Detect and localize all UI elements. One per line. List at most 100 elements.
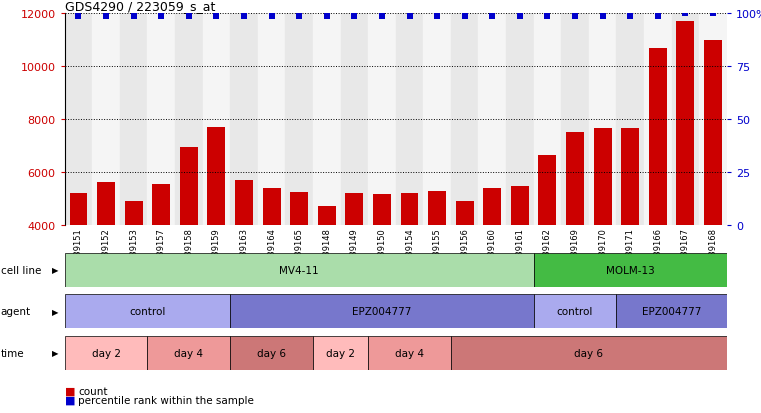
Bar bbox=[120, 14, 148, 225]
Text: EPZ004777: EPZ004777 bbox=[642, 306, 702, 316]
Bar bbox=[506, 14, 533, 225]
Bar bbox=[208, 128, 225, 330]
Text: ■: ■ bbox=[65, 386, 75, 396]
Bar bbox=[148, 14, 175, 225]
Text: day 6: day 6 bbox=[575, 348, 603, 358]
Point bbox=[486, 13, 498, 20]
Point bbox=[376, 13, 388, 20]
Bar bbox=[235, 180, 253, 330]
Point bbox=[293, 13, 305, 20]
Point bbox=[183, 13, 195, 20]
Text: day 4: day 4 bbox=[395, 348, 424, 358]
Bar bbox=[230, 14, 258, 225]
Text: control: control bbox=[557, 306, 594, 316]
Bar bbox=[451, 336, 727, 370]
Text: time: time bbox=[1, 348, 24, 358]
Bar bbox=[616, 14, 644, 225]
Bar bbox=[561, 14, 589, 225]
Bar bbox=[318, 206, 336, 330]
Point bbox=[597, 13, 609, 20]
Text: MV4-11: MV4-11 bbox=[279, 265, 319, 275]
Text: day 2: day 2 bbox=[326, 348, 355, 358]
Text: day 2: day 2 bbox=[91, 348, 120, 358]
Bar bbox=[341, 14, 368, 225]
Bar bbox=[69, 193, 88, 330]
Bar bbox=[699, 14, 727, 225]
Point bbox=[155, 13, 167, 20]
Text: GDS4290 / 223059_s_at: GDS4290 / 223059_s_at bbox=[65, 0, 215, 13]
Bar bbox=[428, 191, 446, 330]
Bar bbox=[345, 193, 363, 330]
Point bbox=[238, 13, 250, 20]
Text: day 4: day 4 bbox=[174, 348, 203, 358]
Bar bbox=[566, 133, 584, 330]
Bar bbox=[456, 202, 473, 330]
Bar bbox=[65, 14, 92, 225]
Bar bbox=[368, 14, 396, 225]
Bar bbox=[313, 336, 368, 370]
Bar bbox=[511, 186, 529, 330]
Bar bbox=[202, 14, 230, 225]
Point bbox=[128, 13, 140, 20]
Point bbox=[569, 13, 581, 20]
Bar bbox=[65, 253, 533, 287]
Text: percentile rank within the sample: percentile rank within the sample bbox=[78, 395, 254, 405]
Text: count: count bbox=[78, 386, 108, 396]
Point bbox=[403, 13, 416, 20]
Point bbox=[514, 13, 526, 20]
Bar bbox=[285, 14, 313, 225]
Point bbox=[624, 13, 636, 20]
Text: ▶: ▶ bbox=[53, 307, 59, 316]
Text: agent: agent bbox=[1, 306, 31, 316]
Point bbox=[320, 13, 333, 20]
Bar bbox=[373, 195, 391, 330]
Bar bbox=[258, 14, 285, 225]
Bar bbox=[451, 14, 479, 225]
Bar bbox=[533, 253, 727, 287]
Bar bbox=[400, 193, 419, 330]
Bar bbox=[396, 14, 423, 225]
Bar bbox=[290, 192, 308, 330]
Bar bbox=[368, 336, 451, 370]
Point bbox=[707, 11, 719, 18]
Bar bbox=[616, 294, 727, 328]
Bar bbox=[92, 14, 120, 225]
Text: EPZ004777: EPZ004777 bbox=[352, 306, 412, 316]
Bar bbox=[152, 184, 170, 330]
Bar bbox=[125, 202, 142, 330]
Bar bbox=[644, 14, 671, 225]
Text: MOLM-13: MOLM-13 bbox=[606, 265, 654, 275]
Bar bbox=[671, 14, 699, 225]
Bar bbox=[148, 336, 230, 370]
Bar bbox=[533, 294, 616, 328]
Bar bbox=[704, 41, 722, 330]
Bar bbox=[589, 14, 616, 225]
Bar bbox=[175, 14, 202, 225]
Text: day 6: day 6 bbox=[257, 348, 286, 358]
Bar bbox=[313, 14, 340, 225]
Bar bbox=[230, 294, 533, 328]
Bar bbox=[594, 129, 612, 330]
Point bbox=[72, 13, 84, 20]
Point bbox=[651, 13, 664, 20]
Text: ■: ■ bbox=[65, 395, 75, 405]
Bar bbox=[263, 188, 281, 330]
Bar bbox=[65, 336, 148, 370]
Bar bbox=[180, 147, 198, 330]
Bar bbox=[539, 155, 556, 330]
Point bbox=[459, 13, 471, 20]
Text: control: control bbox=[129, 306, 166, 316]
Text: cell line: cell line bbox=[1, 265, 41, 275]
Bar bbox=[97, 183, 115, 330]
Point bbox=[349, 13, 361, 20]
Bar bbox=[649, 49, 667, 330]
Bar bbox=[533, 14, 561, 225]
Bar bbox=[621, 129, 639, 330]
Bar bbox=[230, 336, 313, 370]
Point bbox=[266, 13, 278, 20]
Point bbox=[541, 13, 553, 20]
Bar bbox=[483, 189, 501, 330]
Text: ▶: ▶ bbox=[53, 348, 59, 357]
Bar bbox=[479, 14, 506, 225]
Text: ▶: ▶ bbox=[53, 266, 59, 275]
